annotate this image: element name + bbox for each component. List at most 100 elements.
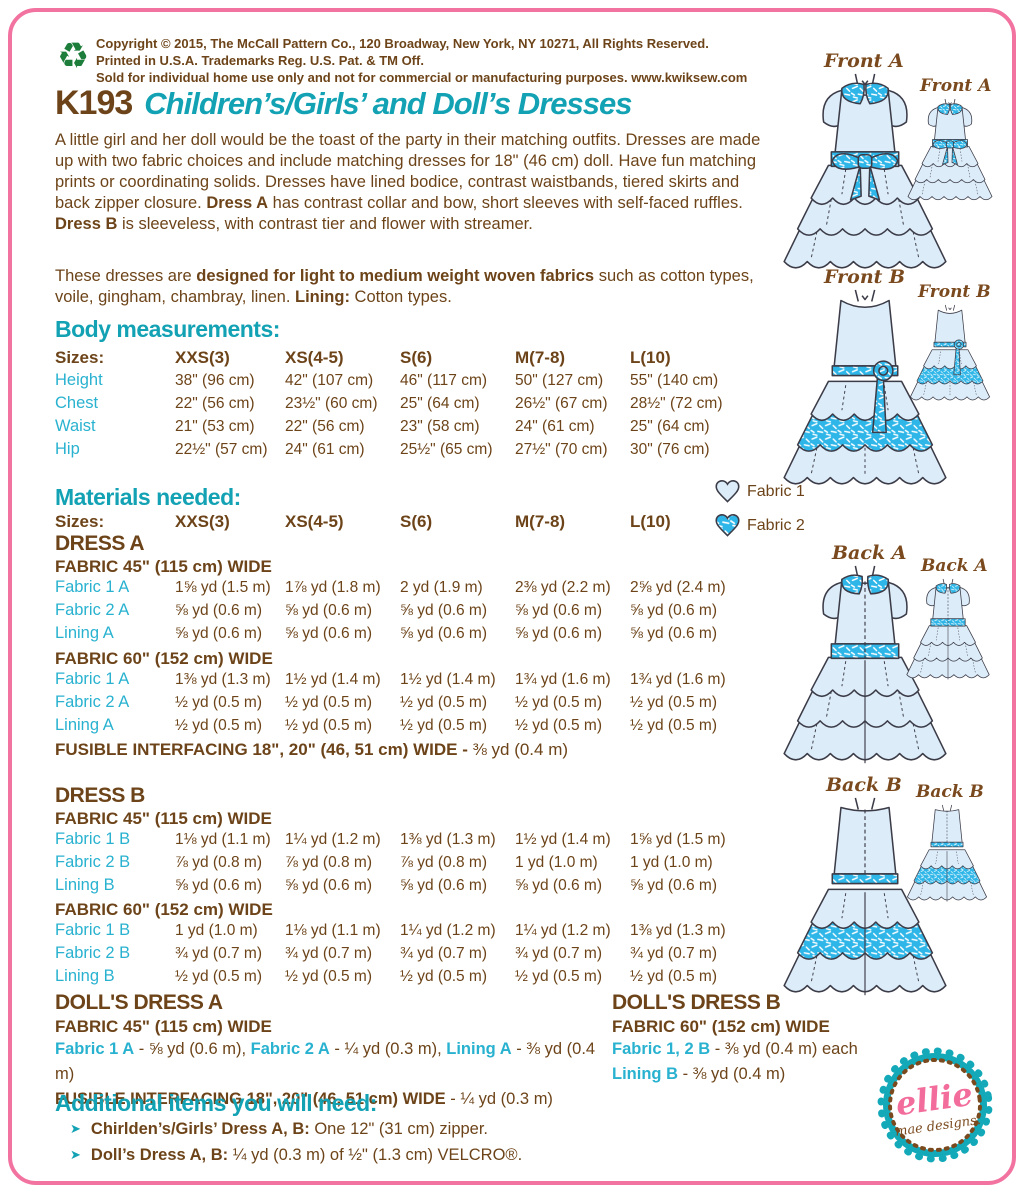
table-cell: ¾ yd (0.7 m) [285,945,372,962]
table-cell: 38" (96 cm) [175,372,255,389]
dress-b-heading: DRESS B [55,784,145,807]
table-row: Fabric 2 B ⅞ yd (0.8 m) ⅞ yd (0.8 m) ⅞ yd (… [55,853,726,876]
table-cell: 22" (56 cm) [285,418,365,435]
dolls-dress-a-yardage: Fabric 1 A - ⅝ yd (0.6 m), Fabric 2 A - … [55,1040,596,1083]
legend-fabric2: Fabric 2 [714,512,805,539]
additional-item: ➤ Doll’s Dress A, B: ¼ yd (0.3 m) of ½" … [70,1146,522,1165]
table-cell: ⅝ yd (0.6 m) [630,877,717,894]
table-cell: ½ yd (0.5 m) [400,717,487,734]
doll-front-a-label: Front A [920,76,992,96]
table-cell: ½ yd (0.5 m) [515,968,602,985]
table-cell: 2⅜ yd (2.2 m) [515,579,611,596]
dolls-dress-a-section: DOLL'S DRESS A FABRIC 45" (115 cm) WIDE … [55,991,605,1112]
table-cell: ⅝ yd (0.6 m) [400,625,487,642]
table-cell: 1⅛ yd (1.1 m) [175,831,271,848]
copyright-block: Copyright © 2015, The McCall Pattern Co.… [96,35,747,86]
materials-sizes-row: Sizes: XXS(3) XS(4-5) S(6) M(7-8) L(10) [55,512,671,535]
additional-items-heading: Additional items you will need: [55,1090,377,1116]
table-cell: ¾ yd (0.7 m) [400,945,487,962]
dress-b-fabric45-table: Fabric 1 B 1⅛ yd (1.1 m) 1¼ yd (1.2 m) 1⅜ y… [55,830,726,899]
doll-back-b-label: Back B [916,782,984,802]
table-row: Fabric 2 A ½ yd (0.5 m) ½ yd (0.5 m) ½ yd (… [55,693,726,716]
table-cell: ⅝ yd (0.6 m) [515,625,602,642]
table-cell: 1⅜ yd (1.3 m) [400,831,496,848]
table-cell: ½ yd (0.5 m) [515,717,602,734]
row-label: Waist [55,417,96,435]
table-cell: 1⅜ yd (1.3 m) [175,671,271,688]
table-row: Fabric 2 B ¾ yd (0.7 m) ¾ yd (0.7 m) ¾ yd (… [55,944,726,967]
body-measurements-heading: Body measurements: [55,316,280,342]
row-label: Lining A [55,716,114,734]
table-cell: ⅝ yd (0.6 m) [285,602,372,619]
table-cell: ¾ yd (0.7 m) [175,945,262,962]
pattern-code: K193 [55,84,133,122]
table-cell: ½ yd (0.5 m) [285,717,372,734]
doll-back-a-illustration [899,578,997,682]
copyright-line: Copyright © 2015, The McCall Pattern Co.… [96,36,709,51]
dolls-dress-b-lining: Lining B - ⅜ yd (0.4 m) [612,1065,786,1083]
table-cell: ⅞ yd (0.8 m) [285,854,372,871]
table-cell: 22" (56 cm) [175,395,255,412]
table-cell: M(7-8) [515,512,566,531]
pattern-title-row: K193 Children’s/Girls’ and Doll’s Dresse… [55,84,632,123]
table-cell: 27½" (70 cm) [515,441,608,458]
intro-paragraph: A little girl and her doll would be the … [55,131,761,233]
body-measurements-table: Sizes: XXS(3) XS(4-5) S(6) M(7-8) L(10) Height… [55,348,723,463]
table-row: Hip 22½" (57 cm) 24" (61 cm) 25½" (65 cm) 27… [55,440,723,463]
fabric1-heart-icon [714,478,741,505]
table-row: Sizes: XXS(3) XS(4-5) S(6) M(7-8) L(10) [55,512,671,535]
legend-fabric1-label: Fabric 1 [747,482,805,500]
dress-a-fabric45-heading: FABRIC 45" (115 cm) WIDE [55,557,272,576]
table-row: Chest 22" (56 cm) 23½" (60 cm) 25" (64 cm) 2… [55,394,723,417]
table-cell: 1½ yd (1.4 m) [515,831,611,848]
table-cell: 1 yd (1.0 m) [515,854,598,871]
table-cell: 22½" (57 cm) [175,441,268,458]
doll-back-a-label: Back A [921,556,988,576]
table-cell: ¾ yd (0.7 m) [630,945,717,962]
dress-b-fabric60-heading: FABRIC 60" (152 cm) WIDE [55,900,273,919]
table-cell: 1 yd (1.0 m) [175,922,258,939]
doll-front-a-illustration [901,98,999,204]
table-row: Fabric 1 A 1⅝ yd (1.5 m) 1⅞ yd (1.8 m) 2 yd… [55,578,726,601]
additional-item: ➤ Chirlden’s/Girls’ Dress A, B: One 12" … [70,1120,488,1139]
row-label: Fabric 1 B [55,921,131,939]
table-cell: 2⅝ yd (2.4 m) [630,579,726,596]
copyright-line: Printed in U.S.A. Trademarks Reg. U.S. P… [96,53,424,68]
table-cell: S(6) [400,512,433,531]
table-cell: 1¼ yd (1.2 m) [515,922,611,939]
table-cell: 25" (64 cm) [400,395,480,412]
table-cell: 1¾ yd (1.6 m) [515,671,611,688]
row-label: Fabric 2 A [55,601,130,619]
table-cell: XXS(3) [175,348,230,367]
dress-b-fabric45-heading: FABRIC 45" (115 cm) WIDE [55,809,272,828]
table-cell: XS(4-5) [285,512,344,531]
row-label: Hip [55,440,80,458]
table-cell: ⅝ yd (0.6 m) [630,625,717,642]
table-cell: ⅝ yd (0.6 m) [630,602,717,619]
bullet-arrow-icon: ➤ [70,1121,81,1136]
front-a-label: Front A [824,50,904,72]
table-cell: ½ yd (0.5 m) [400,694,487,711]
table-cell: ½ yd (0.5 m) [175,694,262,711]
table-cell: ⅝ yd (0.6 m) [400,602,487,619]
dress-a-heading: DRESS A [55,532,145,555]
table-cell: ½ yd (0.5 m) [285,968,372,985]
table-cell: 1¼ yd (1.2 m) [400,922,496,939]
table-cell: XXS(3) [175,512,230,531]
row-label: Height [55,371,103,389]
table-cell: 2 yd (1.9 m) [400,579,483,596]
table-cell: 24" (61 cm) [285,441,365,458]
table-cell: ½ yd (0.5 m) [285,694,372,711]
row-label: Chest [55,394,99,412]
fabric2-heart-icon [714,512,741,539]
table-row: Lining A ½ yd (0.5 m) ½ yd (0.5 m) ½ yd (0.… [55,716,726,739]
table-cell: S(6) [400,348,433,367]
table-cell: 30" (76 cm) [630,441,710,458]
table-cell: ⅝ yd (0.6 m) [515,877,602,894]
table-cell: 1⅛ yd (1.1 m) [285,922,381,939]
table-cell: 23½" (60 cm) [285,395,378,412]
row-label: Sizes: [55,512,105,531]
table-row: Fabric 2 A ⅝ yd (0.6 m) ⅝ yd (0.6 m) ⅝ yd (… [55,601,726,624]
table-row: Sizes: XXS(3) XS(4-5) S(6) M(7-8) L(10) [55,348,723,371]
row-label: Fabric 2 B [55,944,131,962]
